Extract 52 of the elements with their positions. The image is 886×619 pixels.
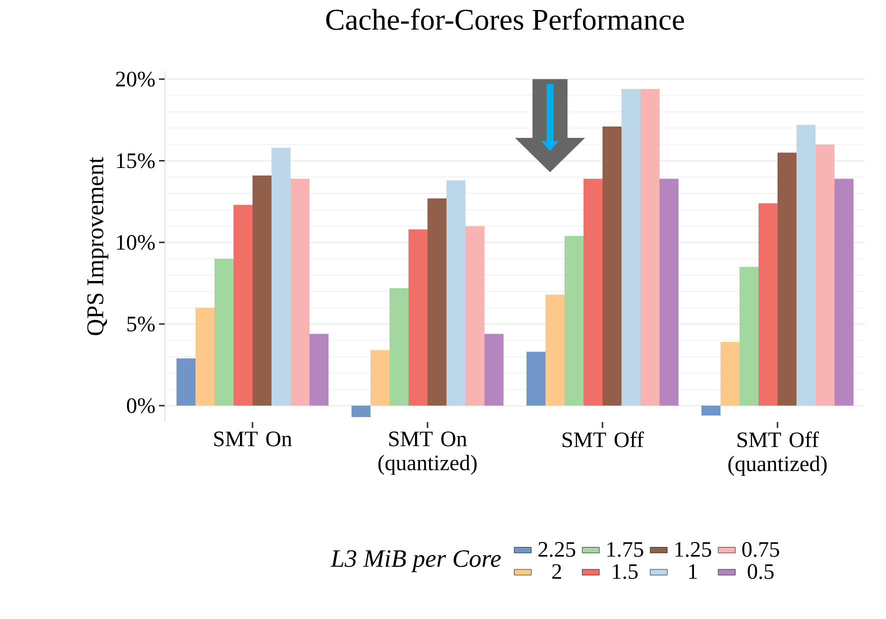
x-tick-label: SMT Off (quantized) — [728, 432, 827, 476]
bar — [290, 178, 310, 406]
bar — [640, 88, 660, 406]
bar — [796, 124, 816, 406]
y-tick-label: 15% — [117, 153, 155, 168]
legend-label: 1 — [689, 564, 697, 579]
bar — [622, 88, 641, 406]
y-tick-label: 5% — [127, 316, 155, 332]
legend-label: 0.5 — [748, 564, 774, 580]
legend-label: 1.75 — [607, 542, 644, 557]
y-tick-label: 10% — [117, 234, 155, 250]
bar — [834, 178, 854, 406]
chart-title: Cache-for-Cores Performance — [326, 8, 684, 30]
bar — [310, 334, 328, 406]
legend-label: 1.25 — [675, 542, 712, 557]
bar — [370, 350, 390, 406]
bar — [526, 352, 546, 406]
x-tick-label: SMT On (quantized) — [378, 432, 477, 475]
bar — [428, 198, 447, 406]
bar — [466, 226, 485, 406]
bar — [584, 178, 603, 406]
legend-label: 0.75 — [742, 542, 780, 557]
bar — [816, 144, 835, 406]
bar — [196, 308, 214, 406]
legend-label: 1.5 — [612, 564, 638, 580]
bar — [214, 258, 234, 406]
bar — [660, 178, 679, 406]
bar — [720, 342, 740, 406]
x-tick-label: SMT On — [214, 432, 292, 446]
legend-title: L3 MiB per Core — [330, 550, 501, 572]
bar — [602, 126, 622, 406]
bar — [272, 148, 291, 406]
y-axis-title: QPS Improvement — [87, 156, 108, 336]
y-tick-label: 0% — [126, 398, 155, 414]
bar — [702, 406, 721, 416]
bar — [564, 236, 584, 406]
bar — [740, 266, 759, 406]
bar — [352, 406, 370, 418]
bar — [408, 229, 428, 406]
bar — [446, 180, 466, 406]
bar — [390, 288, 409, 406]
bar — [252, 175, 272, 406]
bar — [484, 334, 504, 406]
y-tick-label: 20% — [116, 72, 155, 87]
bar — [176, 358, 196, 406]
legend-label: 2.25 — [538, 542, 576, 557]
legend-label: 2 — [552, 564, 562, 579]
bar — [778, 152, 797, 406]
x-tick-label: SMT Off — [562, 432, 644, 448]
bar — [234, 204, 253, 406]
bar — [546, 294, 565, 406]
bar — [758, 203, 778, 406]
